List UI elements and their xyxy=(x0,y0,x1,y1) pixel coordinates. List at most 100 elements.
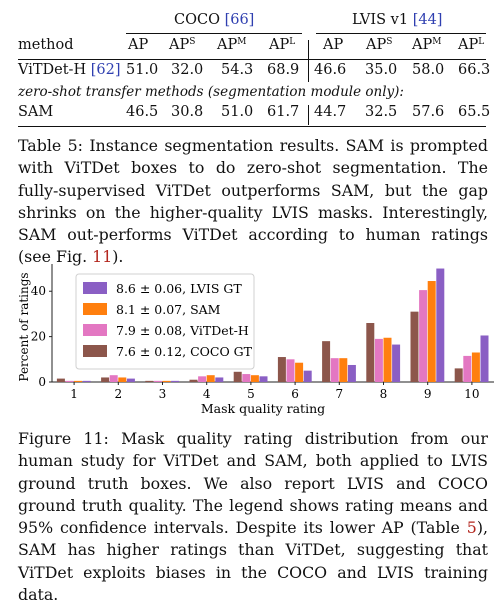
table-cell: 61.7 xyxy=(267,104,300,120)
bar xyxy=(330,358,339,382)
chart-legend: 8.6 ± 0.06, LVIS GT 8.1 ± 0.07, SAM 7.9 ± … xyxy=(75,273,255,370)
x-tick-label: 2 xyxy=(114,387,122,401)
col-coco-aps: APS xyxy=(169,37,196,53)
bar xyxy=(65,380,74,382)
bar xyxy=(392,344,401,382)
x-tick-label: 4 xyxy=(203,387,211,401)
bar xyxy=(189,379,198,382)
table-cell: 51.0 xyxy=(221,104,254,120)
x-tick-label: 9 xyxy=(424,387,432,401)
col-coco-ap: AP xyxy=(128,37,149,53)
column-divider xyxy=(308,105,309,125)
legend-swatch xyxy=(83,345,107,357)
bar xyxy=(339,358,348,382)
legend-label: 8.1 ± 0.07, SAM xyxy=(116,302,221,317)
table-cell: 32.0 xyxy=(171,62,204,78)
table-cell: 46.5 xyxy=(126,104,159,120)
bar xyxy=(436,268,445,382)
lvis-citation[interactable]: [44] xyxy=(412,12,443,28)
x-tick-label: 1 xyxy=(70,387,78,401)
figure-reference-link[interactable]: 11 xyxy=(92,247,113,267)
col-method: method xyxy=(18,37,74,53)
table-cell: 68.9 xyxy=(267,62,300,78)
col-coco-apl: APL xyxy=(269,37,296,53)
table-cell: 57.6 xyxy=(412,104,445,120)
bar xyxy=(383,337,392,382)
bar xyxy=(410,311,419,382)
y-tick-label: 0 xyxy=(38,375,46,389)
x-tick-label: 5 xyxy=(247,387,255,401)
legend-swatch xyxy=(83,282,107,294)
bar xyxy=(82,380,91,382)
x-tick-label: 7 xyxy=(335,387,343,401)
row-method: ViTDet-H [62] xyxy=(18,62,121,78)
x-tick-label: 10 xyxy=(464,387,479,401)
header-rule xyxy=(18,59,486,60)
table-cell: 58.0 xyxy=(412,62,445,78)
table-cell: 30.8 xyxy=(171,104,204,120)
bar xyxy=(101,377,110,382)
bar xyxy=(427,281,436,382)
table-cell: 44.7 xyxy=(314,104,347,120)
bar xyxy=(233,371,242,382)
x-tick-label: 8 xyxy=(380,387,388,401)
bar xyxy=(322,341,331,382)
bar xyxy=(471,352,480,382)
bar xyxy=(347,364,356,382)
bar xyxy=(118,377,127,382)
bar xyxy=(277,357,286,382)
bar xyxy=(374,338,383,382)
table-header-row: method AP APS APM APL AP APS APM APL xyxy=(18,37,486,57)
y-axis-label: Percent of ratings xyxy=(17,272,31,381)
bar xyxy=(454,368,463,382)
legend-swatch xyxy=(83,303,107,315)
bar xyxy=(419,290,428,382)
bar xyxy=(74,380,83,382)
table-cell: 65.5 xyxy=(458,104,491,120)
bar xyxy=(303,370,312,382)
col-lvis-aps: APS xyxy=(366,37,393,53)
x-tick-label: 6 xyxy=(291,387,299,401)
bar xyxy=(250,375,259,382)
bottom-rule xyxy=(18,126,486,127)
table-cell: 32.5 xyxy=(365,104,398,120)
bar xyxy=(295,362,304,382)
table-caption-label: Table 5: xyxy=(18,136,83,155)
bar xyxy=(286,359,295,382)
bar xyxy=(259,376,268,382)
table-reference-link[interactable]: 5 xyxy=(466,518,477,538)
col-lvis-apl: APL xyxy=(458,37,485,53)
bar xyxy=(126,378,135,382)
legend-swatch xyxy=(83,324,107,336)
figure-caption: Figure 11: Mask quality rating distribut… xyxy=(18,429,488,605)
bar xyxy=(463,355,472,382)
col-coco-apm: APM xyxy=(217,37,247,53)
table-cell: 46.6 xyxy=(314,62,347,78)
x-axis-label: Mask quality rating xyxy=(201,401,325,416)
legend-label: 7.6 ± 0.12, COCO GT xyxy=(116,344,253,359)
table-cell: 35.0 xyxy=(365,62,398,78)
col-lvis-ap: AP xyxy=(323,37,344,53)
bar xyxy=(171,380,180,382)
table-row: SAM 46.5 30.8 51.0 61.7 44.7 32.5 57.6 6… xyxy=(18,104,490,124)
legend-label: 8.6 ± 0.06, LVIS GT xyxy=(116,281,242,296)
lvis-group-header: LVIS v1 [44] xyxy=(352,12,442,28)
chart-bars xyxy=(56,268,489,382)
coco-underline xyxy=(126,33,302,34)
y-tick-label: 40 xyxy=(31,284,46,298)
column-divider xyxy=(308,40,309,82)
legend-box xyxy=(75,273,255,370)
table-cell: 66.3 xyxy=(458,62,491,78)
bar xyxy=(480,335,489,382)
coco-citation[interactable]: [66] xyxy=(224,12,255,28)
lvis-header: LVIS v1 xyxy=(352,12,409,28)
col-lvis-apm: APM xyxy=(412,37,442,53)
bar xyxy=(198,376,207,382)
bar xyxy=(56,378,65,382)
table-caption: Table 5: Instance segmentation results. … xyxy=(18,136,488,267)
legend-label: 7.9 ± 0.08, ViTDet-H xyxy=(116,323,249,338)
bar xyxy=(215,377,224,382)
